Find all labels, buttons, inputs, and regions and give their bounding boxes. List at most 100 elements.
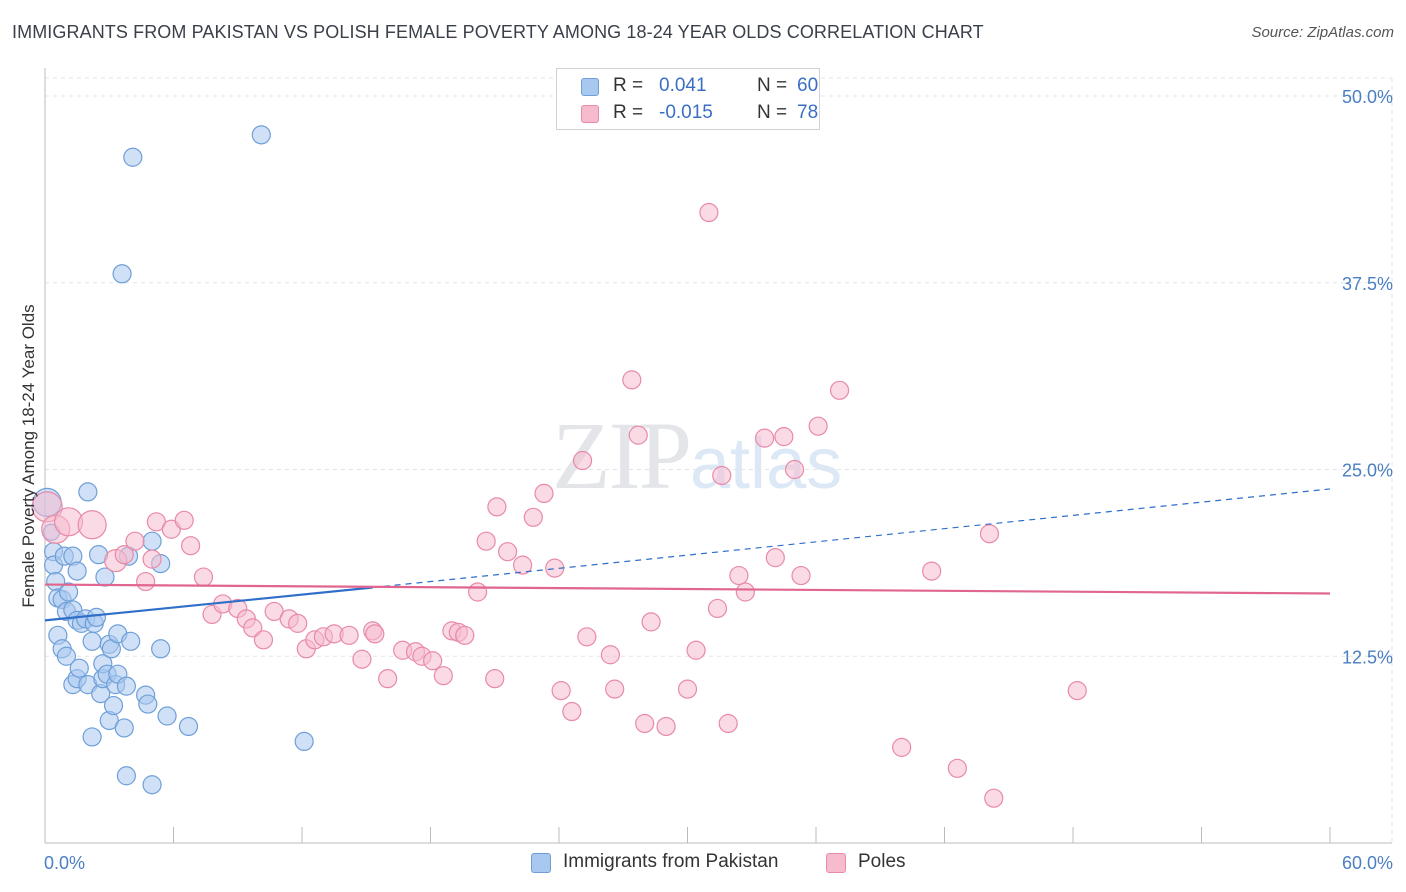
point-poles	[253, 630, 274, 650]
point-pakistan	[82, 631, 102, 651]
legend-swatch-pakistan	[531, 853, 551, 873]
point-pakistan	[103, 695, 124, 716]
point-poles	[365, 624, 385, 644]
point-pakistan	[56, 646, 77, 666]
point-poles	[979, 524, 1000, 544]
point-poles	[765, 548, 785, 568]
point-poles	[487, 497, 507, 517]
series-immigrants-from-pakistan	[32, 125, 314, 795]
point-poles	[718, 713, 738, 734]
point-poles	[485, 669, 505, 689]
point-pakistan	[69, 658, 89, 678]
trend-line-pakistan	[44, 586, 373, 622]
point-pakistan	[95, 567, 115, 587]
point-pakistan	[86, 607, 107, 628]
point-poles	[605, 679, 625, 699]
legend-n-label: N =	[757, 75, 788, 96]
point-poles	[829, 380, 850, 400]
legend-r-label: R =	[613, 102, 644, 123]
point-poles	[984, 788, 1004, 808]
point-poles	[455, 625, 475, 645]
point-poles	[551, 681, 571, 701]
point-pakistan	[114, 718, 134, 738]
point-poles	[628, 425, 648, 445]
point-pakistan	[82, 727, 102, 747]
point-poles	[114, 545, 134, 565]
point-poles	[735, 582, 755, 602]
point-poles	[784, 459, 805, 480]
point-pakistan	[58, 582, 79, 602]
point-poles	[378, 669, 398, 689]
point-poles	[423, 651, 443, 671]
point-poles	[125, 531, 145, 551]
point-poles	[712, 465, 732, 486]
point-pakistan	[121, 631, 141, 651]
trend-layer	[44, 488, 1331, 622]
x-tick-label-min: 0.0%	[44, 853, 85, 873]
point-pakistan	[78, 482, 98, 502]
correlation-legend: R = 0.041 N = 60 R = -0.015 N = 78	[556, 68, 820, 130]
y-axis-title: Female Poverty Among 18-24 Year Olds	[19, 304, 38, 607]
point-poles	[142, 549, 162, 569]
y-tick-label: 37.5%	[1342, 274, 1393, 294]
point-poles	[572, 450, 593, 471]
legend-swatch-poles	[581, 105, 599, 123]
point-poles	[534, 483, 554, 504]
point-pakistan	[138, 694, 158, 714]
point-poles	[562, 701, 582, 722]
point-poles	[476, 531, 496, 551]
point-pakistan	[116, 766, 136, 786]
axis-layer	[44, 68, 1392, 844]
point-poles	[686, 640, 706, 660]
point-pakistan	[123, 147, 143, 167]
chart-title: IMMIGRANTS FROM PAKISTAN VS POLISH FEMAL…	[12, 22, 984, 42]
point-pakistan	[112, 264, 132, 284]
legend-n-value: 60	[797, 75, 819, 96]
legend-r-value: -0.015	[659, 102, 713, 123]
point-poles	[468, 582, 488, 602]
y-tick-label: 12.5%	[1342, 647, 1393, 667]
point-poles	[433, 666, 453, 686]
point-poles	[1067, 681, 1087, 701]
point-poles	[947, 758, 967, 778]
point-poles	[656, 716, 676, 737]
series-poles	[31, 202, 1087, 808]
point-poles	[754, 428, 775, 448]
point-poles	[243, 618, 263, 638]
y-tick-label: 25.0%	[1342, 461, 1393, 481]
label-layer: 12.5% 25.0% 37.5% 50.0% 0.0% 60.0% Female Pove…	[19, 87, 1393, 873]
point-poles	[729, 565, 749, 586]
source-credit: Source: ZipAtlas.com	[1251, 24, 1394, 41]
legend-label-pakistan: Immigrants from Pakistan	[563, 851, 779, 872]
trend-line-poles	[44, 583, 1331, 595]
grid-layer	[45, 77, 1393, 843]
legend-r-value: 0.041	[659, 75, 707, 96]
point-poles	[808, 416, 828, 436]
point-poles	[136, 571, 156, 592]
point-poles	[339, 625, 359, 645]
point-poles	[498, 542, 518, 562]
point-poles	[641, 612, 661, 632]
point-poles	[699, 202, 719, 223]
point-pakistan	[142, 531, 162, 551]
trend-line-pakistan-extension	[372, 488, 1331, 589]
legend-n-label: N =	[757, 102, 788, 123]
point-pakistan	[142, 775, 162, 795]
x-tick-label-max: 60.0%	[1342, 853, 1393, 873]
point-pakistan	[178, 716, 199, 737]
point-poles	[791, 565, 811, 586]
point-pakistan	[116, 676, 136, 696]
point-poles	[193, 567, 214, 587]
point-poles	[600, 645, 621, 665]
point-pakistan	[157, 706, 177, 726]
point-poles	[635, 713, 655, 734]
point-poles	[77, 510, 107, 540]
y-tick-label: 50.0%	[1342, 87, 1393, 107]
point-pakistan	[251, 125, 271, 145]
point-poles	[512, 555, 533, 575]
legend-label-poles: Poles	[858, 851, 906, 872]
legend-swatch-pakistan	[581, 78, 599, 96]
legend-swatch-poles	[826, 853, 846, 873]
point-poles	[577, 627, 597, 647]
